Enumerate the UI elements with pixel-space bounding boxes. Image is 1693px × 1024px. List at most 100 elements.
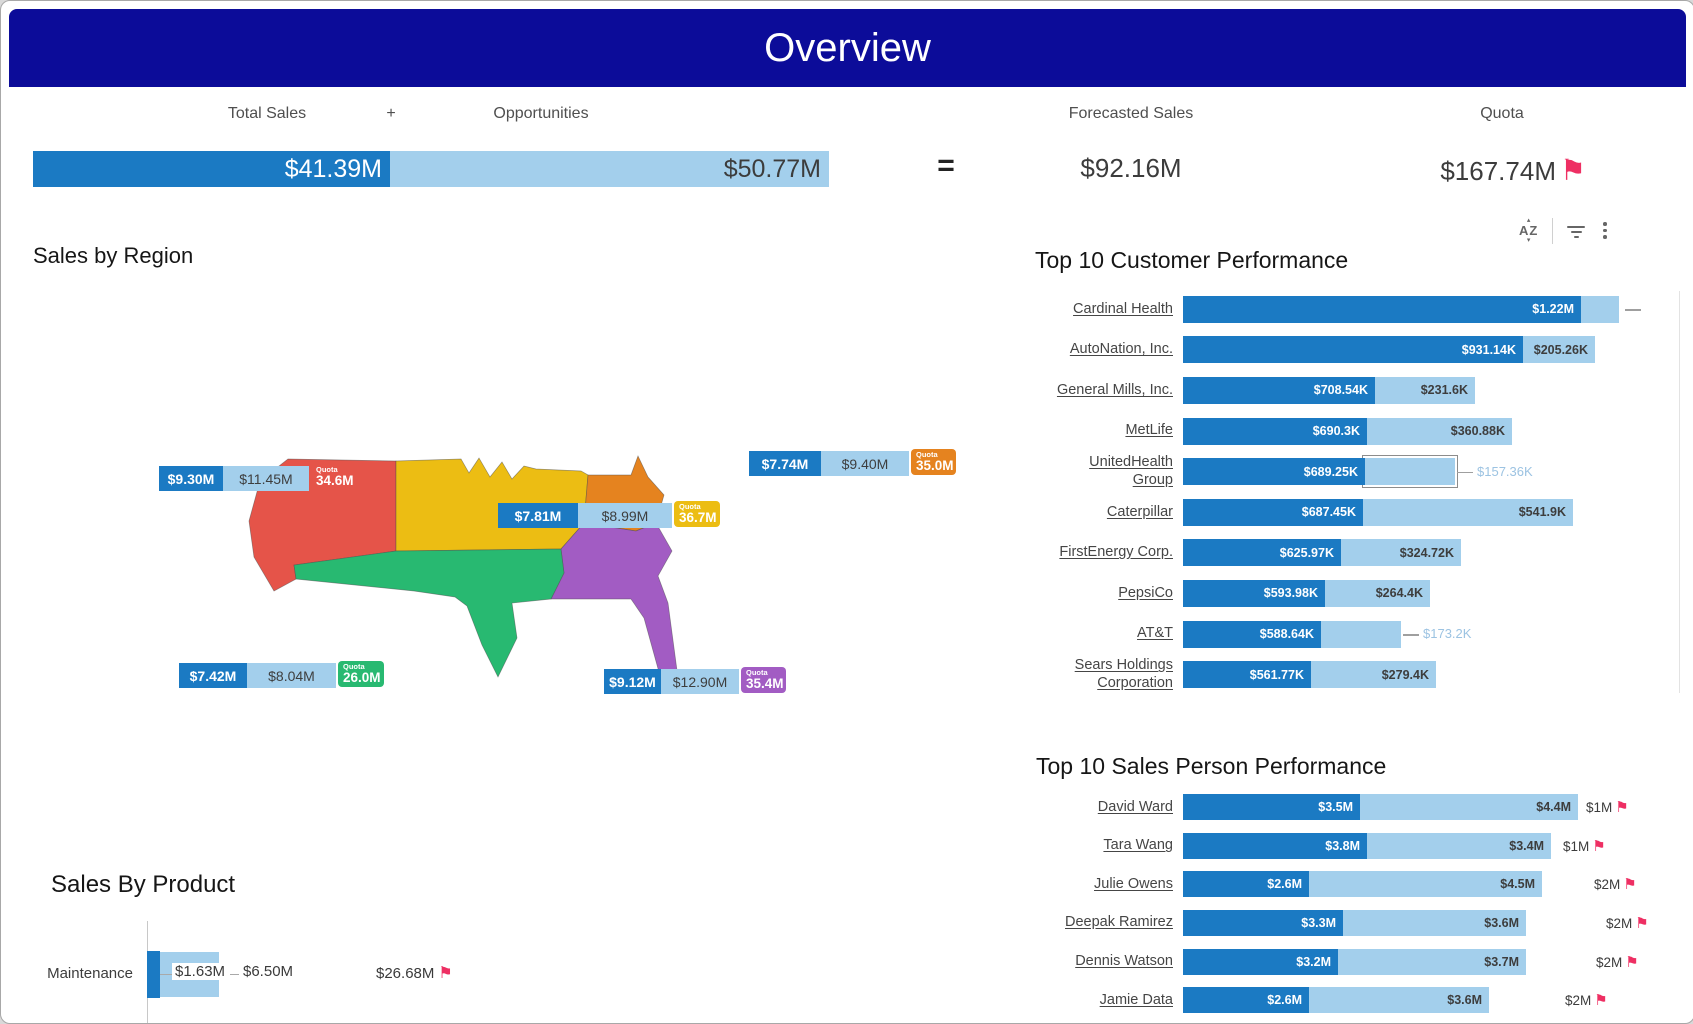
sales-by-product-title: Sales By Product xyxy=(51,871,236,898)
customer-row: FirstEnergy Corp. $324.72K $625.97K xyxy=(961,533,1693,574)
person-name-link[interactable]: Dennis Watson xyxy=(1075,952,1173,969)
person-name-link[interactable]: Tara Wang xyxy=(1103,837,1173,854)
region-sales-value[interactable]: $9.12M xyxy=(604,669,661,694)
region-opportunities-value[interactable]: $8.99M xyxy=(578,503,672,528)
sales-bar[interactable]: $2.6M xyxy=(1183,987,1309,1014)
map-region-south-central[interactable] xyxy=(293,548,565,678)
person-name-link[interactable]: Jamie Data xyxy=(1099,991,1173,1008)
sales-bar[interactable]: $593.98K xyxy=(1183,579,1325,607)
customer-name-link[interactable]: Caterpillar xyxy=(1106,503,1173,520)
sales-bar[interactable]: $931.14K xyxy=(1183,336,1523,364)
opportunities-bar[interactable]: $324.72K xyxy=(1341,539,1461,567)
opportunities-bar[interactable]: $279.4K xyxy=(1311,661,1436,689)
customer-name-link[interactable]: PepsiCo xyxy=(1118,584,1173,601)
region-quota-chip[interactable]: Quota 35.0M xyxy=(911,449,956,475)
customer-name-link[interactable]: General Mills, Inc. xyxy=(1056,381,1173,398)
opportunities-bar[interactable]: $264.4K xyxy=(1325,579,1430,607)
customer-name-link[interactable]: AT&T xyxy=(1137,625,1173,642)
opportunities-bar[interactable]: $4.4M xyxy=(1360,794,1578,821)
customer-name-link[interactable]: FirstEnergy Corp. xyxy=(1059,544,1173,561)
sales-person-rows: David Ward $4.4M $3.5M $1M ⚑ Tara Wang $3… xyxy=(961,788,1693,1020)
opportunities-bar[interactable]: $50.77M xyxy=(390,151,829,187)
region-sales-value[interactable]: $7.42M xyxy=(179,663,247,688)
person-row: David Ward $4.4M $3.5M $1M ⚑ xyxy=(961,788,1693,827)
region-quota-chip[interactable]: Quota 34.6M xyxy=(311,464,357,490)
region-opportunities-value[interactable]: $8.04M xyxy=(247,663,336,688)
region-callout-central: $7.81M $8.99M Quota 36.7M xyxy=(498,501,720,528)
sales-by-region-title: Sales by Region xyxy=(33,243,194,268)
customer-row: UnitedHealth Group $689.25K $157.36K xyxy=(961,451,1693,492)
sales-bar[interactable]: $3.8M xyxy=(1183,832,1367,859)
person-row: Jamie Data $3.6M $2.6M $2M ⚑ xyxy=(961,981,1693,1020)
person-row: Dennis Watson $3.7M $3.2M $2M ⚑ xyxy=(961,942,1693,981)
sales-bar[interactable]: $3.3M xyxy=(1183,910,1343,937)
region-opportunities-value[interactable]: $12.90M xyxy=(661,669,739,694)
product-flag-icon: ⚑ xyxy=(438,965,453,982)
sales-bar[interactable]: $625.97K xyxy=(1183,539,1341,567)
total-sales-bar[interactable]: $41.39M xyxy=(33,151,390,187)
sales-bar[interactable]: $3.5M xyxy=(1183,794,1360,821)
product-opportunities-value: $6.50M xyxy=(240,963,297,980)
region-quota-chip[interactable]: Quota 36.7M xyxy=(674,501,720,527)
opportunities-bar[interactable]: $3.7M xyxy=(1338,948,1526,975)
filter-icon[interactable] xyxy=(1567,224,1586,238)
region-sales-value[interactable]: $7.74M xyxy=(749,451,821,476)
sales-bar[interactable]: $588.64K xyxy=(1183,620,1321,648)
quota-label: Quota xyxy=(1480,105,1524,122)
customer-row: General Mills, Inc. $231.6K $708.54K xyxy=(961,370,1693,411)
customer-name-link[interactable]: Cardinal Health xyxy=(1073,300,1173,317)
opportunities-bar[interactable]: $4.5M xyxy=(1309,871,1542,898)
opportunities-bar[interactable]: $231.6K xyxy=(1375,376,1475,404)
customer-row: PepsiCo $264.4K $593.98K xyxy=(961,573,1693,614)
sales-bar[interactable]: $3.2M xyxy=(1183,948,1338,975)
sales-bar[interactable]: $1.22M xyxy=(1183,295,1581,323)
sales-bar[interactable]: $689.25K xyxy=(1183,458,1365,486)
page-title: Overview xyxy=(764,25,931,70)
region-opportunities-value[interactable]: $9.40M xyxy=(821,451,909,476)
opportunities-bar[interactable]: $541.9K xyxy=(1363,498,1573,526)
opportunities-bar[interactable] xyxy=(1362,455,1458,489)
total-sales-value: $41.39M xyxy=(284,154,382,183)
opportunities-bar[interactable]: $205.26K xyxy=(1523,336,1595,364)
sort-az-icon[interactable]: ▴ AZ ▾ xyxy=(1519,217,1539,244)
callout-line xyxy=(230,974,239,975)
customer-name-link[interactable]: MetLife xyxy=(1125,422,1173,439)
more-options-icon[interactable] xyxy=(1599,220,1611,241)
region-quota-chip[interactable]: Quota 26.0M xyxy=(338,661,384,687)
customer-name-link[interactable]: UnitedHealth Group xyxy=(1089,454,1173,488)
region-callout-northeast: $7.74M $9.40M Quota 35.0M xyxy=(749,449,956,476)
opportunities-bar[interactable]: $360.88K xyxy=(1367,417,1512,445)
opportunities-bar[interactable] xyxy=(1321,620,1401,648)
customer-name-link[interactable]: AutoNation, Inc. xyxy=(1069,341,1173,358)
opportunities-bar[interactable]: $3.4M xyxy=(1367,832,1551,859)
sales-bar[interactable]: $561.77K xyxy=(1183,661,1311,689)
person-name-link[interactable]: Julie Owens xyxy=(1094,875,1173,892)
callout-line xyxy=(160,974,172,975)
customer-row: AT&T $588.64K $173.2K xyxy=(961,614,1693,655)
person-name-link[interactable]: David Ward xyxy=(1097,798,1173,815)
person-row: Julie Owens $4.5M $2.6M $2M ⚑ xyxy=(961,865,1693,904)
sales-bar[interactable]: $2.6M xyxy=(1183,871,1309,898)
customer-name-link[interactable]: Sears Holdings Corporation xyxy=(1074,657,1173,691)
sales-bar[interactable]: $690.3K xyxy=(1183,417,1367,445)
product-sales-bar[interactable] xyxy=(147,951,160,998)
region-sales-value[interactable]: $9.30M xyxy=(159,466,223,491)
customer-row: Cardinal Health $1.22M xyxy=(961,289,1693,330)
total-sales-label: Total Sales xyxy=(227,105,307,122)
customer-row: Caterpillar $541.9K $687.45K xyxy=(961,492,1693,533)
region-quota-chip[interactable]: Quota 35.4M xyxy=(741,667,786,693)
forecasted-sales-label: Forecasted Sales xyxy=(1068,105,1194,122)
person-name-link[interactable]: Deepak Ramirez xyxy=(1065,914,1173,931)
quota-value: $167.74M ⚑ xyxy=(1440,155,1586,187)
region-sales-value[interactable]: $7.81M xyxy=(498,503,578,528)
map-region-southeast[interactable] xyxy=(550,522,679,684)
opportunities-bar[interactable] xyxy=(1581,295,1619,323)
opportunities-bar[interactable]: $3.6M xyxy=(1343,910,1526,937)
person-row: Deepak Ramirez $3.6M $3.3M $2M ⚑ xyxy=(961,904,1693,943)
region-opportunities-value[interactable]: $11.45M xyxy=(223,466,309,491)
sales-bar[interactable]: $708.54K xyxy=(1183,376,1375,404)
opportunities-label: Opportunities xyxy=(493,105,589,122)
product-category-label: Maintenance xyxy=(47,965,133,982)
opportunities-bar[interactable]: $3.6M xyxy=(1309,987,1489,1014)
sales-bar[interactable]: $687.45K xyxy=(1183,498,1363,526)
